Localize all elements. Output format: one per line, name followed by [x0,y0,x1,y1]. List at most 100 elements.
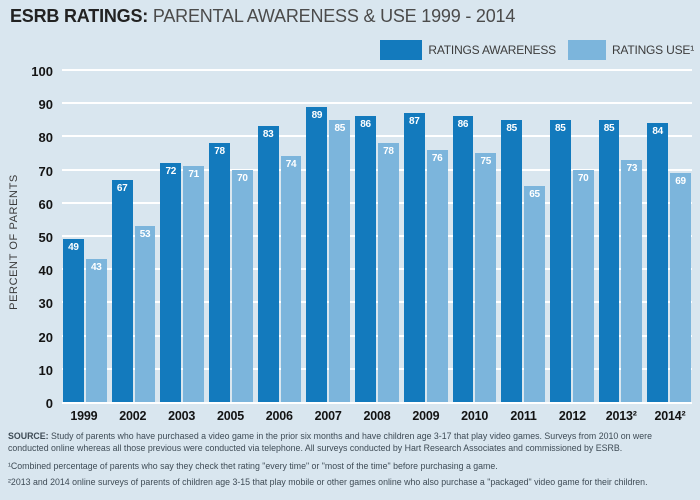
x-tick-label: 2009 [412,409,440,423]
bar-group-2003: 72 71 [160,72,205,402]
y-tick-label: 90 [38,97,53,113]
grid-line [62,334,692,337]
legend-label-awareness: RATINGS AWARENESS [428,43,556,57]
bar: 73 [621,159,643,402]
x-tick-label: 2002 [119,409,147,423]
grid-line [62,301,692,304]
source-note: SOURCE: Study of parents who have purcha… [8,431,694,454]
bar-group-1999: 49 43 [63,72,107,402]
bar-value-label: 49 [68,242,79,254]
y-tick-label: 10 [38,362,53,378]
bar: 75 [475,153,497,402]
y-tick-label: 50 [38,230,53,245]
x-tick-label: 2012 [558,409,586,423]
grid-line [62,135,692,138]
y-tick-label: 30 [38,296,53,312]
bar-group-2009: 87 76 [403,72,448,402]
x-tick-label: 2006 [265,409,293,423]
bar: 86 [355,116,376,402]
grid-line [62,69,692,71]
x-tick-label: 2003 [168,409,196,423]
bar-groups: 49 43 67 53 72 71 78 70 83 74 89 85 86 78 87 76 86 75 85 65… [62,72,692,402]
bar: 85 [598,119,620,402]
x-tick-label: 2005 [216,409,244,423]
grid-line [62,268,692,271]
x-tick-label: 2011 [510,409,537,423]
y-tick-label: 80 [38,130,53,146]
bar-value-label: 65 [529,189,540,201]
x-tick-label: 2007 [314,409,342,423]
x-tick-label: 2010 [461,409,489,423]
footnote-1: ¹Combined percentage of parents who say … [8,461,498,472]
source-note-prefix: SOURCE: [8,431,49,441]
legend-label-use: RATINGS USE¹ [611,43,694,57]
bar: 87 [403,113,425,402]
bar: 85 [329,119,351,402]
bar: 49 [63,239,84,402]
bar-value-label: 85 [603,122,615,134]
bar-value-label: 72 [165,165,177,177]
bar-value-label: 85 [555,122,566,134]
y-tick-label: 70 [38,163,53,179]
legend-item-awareness: RATINGS AWARENESS [380,40,556,60]
bar: 89 [306,106,328,402]
bar-value-label: 83 [262,129,274,141]
x-tick-label: 2008 [363,409,391,423]
bar: 71 [183,166,205,402]
bar-value-label: 76 [431,152,443,164]
bar-value-label: 85 [506,122,517,134]
x-tick-label: 2014² [654,409,686,423]
page-title-brand: ESRB RATINGS: [10,6,149,26]
y-tick-label: 40 [38,263,53,279]
bar-value-label: 86 [457,119,469,131]
bar: 84 [647,123,669,402]
bar: 70 [231,169,253,402]
grid-line [62,102,692,105]
bar-group-2012: 85 70 [549,72,594,402]
bar-group-2011: 85 65 [501,72,545,402]
legend-item-use: RATINGS USE¹ [567,40,694,60]
page-title-subtitle: PARENTAL AWARENESS & USE 1999 - 2014 [148,6,516,26]
bar-value-label: 69 [675,175,686,187]
bar-value-label: 84 [652,126,663,138]
bar-value-label: 75 [480,156,492,167]
bar-group-2005: 78 70 [209,72,253,402]
grid-line [62,168,692,171]
bar: 76 [426,149,448,402]
x-axis-labels: 1999 2002 2003 2005 2006 2007 2008 2009 2010 2011… [62,409,692,423]
bar-group-2008: 86 78 [355,72,399,402]
chart-footer: SOURCE: Study of parents who have purcha… [8,431,694,492]
bar-value-label: 73 [626,162,638,174]
bar-value-label: 43 [91,262,102,274]
bar-group-2007: 89 85 [306,72,351,402]
bar-value-label: 89 [311,109,323,121]
bar: 53 [134,226,156,402]
bar-value-label: 87 [408,116,420,128]
bar: 74 [280,156,302,402]
bar: 85 [549,119,571,402]
bar-value-label: 78 [383,146,394,158]
bar: 70 [572,169,594,402]
y-tick-label: 20 [38,329,53,345]
bar: 65 [524,186,545,402]
bar-group-2013²: 85 73 [598,72,643,402]
bar-value-label: 53 [139,229,151,241]
bar: 86 [452,116,474,402]
source-note-text: Study of parents who have purchased a vi… [8,431,653,453]
bar-value-label: 70 [577,172,589,184]
y-tick-label: 100 [31,64,53,79]
bar-value-label: 86 [360,119,371,131]
y-tick-label: 0 [45,396,53,411]
grid-line [62,235,692,237]
bar-value-label: 70 [237,172,248,184]
footnote-2: ²2013 and 2014 online surveys of parents… [8,476,648,487]
bar: 83 [257,126,279,402]
bar-group-2014²: 84 69 [647,72,691,402]
bar-value-label: 78 [214,146,225,158]
y-axis-ticks: 0 10 20 30 40 50 60 70 80 90 100 [0,64,55,411]
page-title: ESRB RATINGS: PARENTAL AWARENESS & USE 1… [10,6,515,27]
grid-line [62,367,692,370]
bar-value-label: 74 [285,159,297,171]
bar: 85 [501,119,523,402]
bar: 43 [85,259,107,402]
